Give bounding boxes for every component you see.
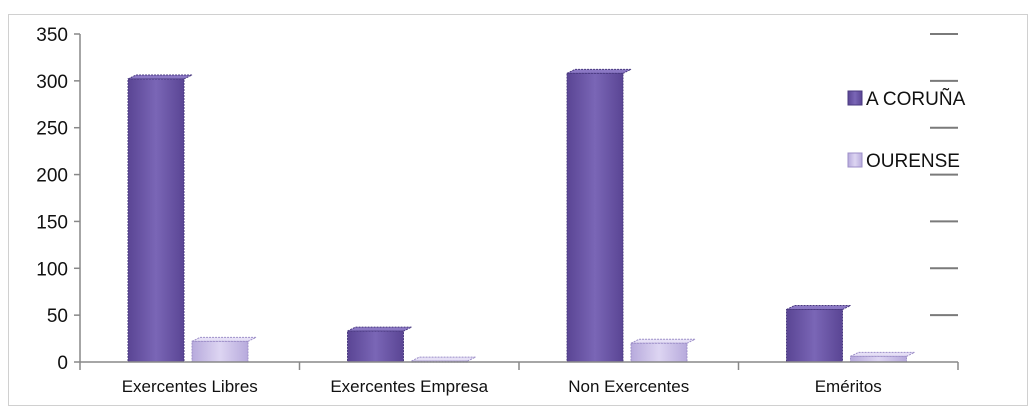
bars: [127, 68, 915, 363]
x-category-label: Non Exercentes: [568, 377, 689, 396]
y-tick-label: 0: [57, 353, 68, 374]
legend: A CORUÑA OURENSE: [847, 88, 966, 172]
y-tick-label: 150: [36, 212, 68, 233]
bar-top-face: [127, 74, 193, 80]
bar-top-face: [347, 326, 412, 332]
x-category-label: Exercentes Libres: [122, 377, 258, 396]
y-tick-label: 50: [47, 306, 68, 327]
y-tick-label: 350: [36, 25, 68, 46]
bar-a-coruna: [566, 72, 624, 363]
y-tick-label: 250: [36, 119, 68, 140]
bar-top-face: [850, 351, 915, 357]
bar-top-face: [411, 356, 476, 362]
x-category-label: Eméritos: [815, 377, 882, 396]
bar-ourense: [630, 342, 688, 363]
bar-a-coruna: [347, 330, 404, 363]
bar-ourense: [850, 355, 907, 363]
bar-top-face: [786, 305, 851, 311]
y-tick-label: 100: [36, 259, 68, 280]
chart-frame: [8, 14, 1028, 406]
bar-a-coruna: [786, 309, 843, 363]
x-axis: Exercentes Libres Exercentes Empresa Non E…: [79, 361, 959, 396]
bar-top-face: [566, 68, 632, 74]
y-tick-label: 200: [36, 166, 68, 187]
bar-ourense: [191, 340, 249, 363]
x-category-label: Exercentes Empresa: [330, 377, 488, 396]
legend-swatch: [847, 90, 863, 106]
y-tick-label: 300: [36, 72, 68, 93]
legend-label: A CORUÑA: [866, 88, 966, 110]
bar-top-face: [191, 336, 257, 342]
legend-swatch: [847, 152, 863, 168]
legend-label: OURENSE: [866, 151, 960, 172]
bar-top-face: [630, 338, 696, 344]
bar-a-coruna: [127, 78, 185, 363]
y-axis: 0 50 100 150 200 250 300 350: [36, 25, 958, 374]
